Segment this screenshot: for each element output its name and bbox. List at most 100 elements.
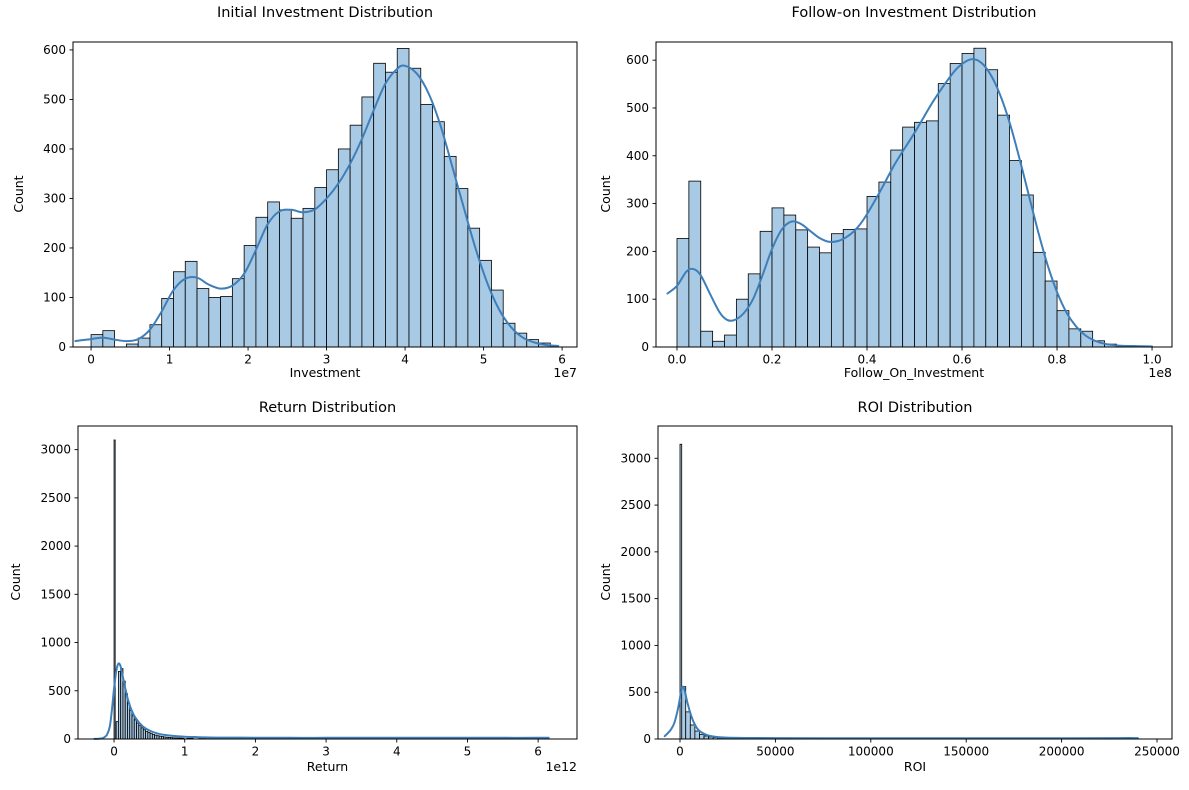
y-tick-label: 200 xyxy=(43,241,66,255)
histogram-bar xyxy=(925,120,939,348)
histogram-bar xyxy=(795,229,809,348)
y-tick-label: 0 xyxy=(58,340,66,354)
y-tick-label: 0 xyxy=(63,732,71,746)
y-tick-label: 1500 xyxy=(40,587,71,601)
x-tick-label: 2 xyxy=(244,353,252,367)
kde-curve xyxy=(666,58,1153,348)
histogram-bar xyxy=(137,337,151,348)
histogram-bar xyxy=(807,246,820,348)
histogram-bar xyxy=(385,71,398,348)
histogram-bar xyxy=(783,214,797,348)
histogram-bar xyxy=(231,278,245,348)
y-tick-label: 2500 xyxy=(40,491,71,505)
y-tick-label: 3000 xyxy=(620,451,651,465)
x-tick-label: 100000 xyxy=(848,745,894,759)
histogram-bar xyxy=(914,121,927,348)
histogram-bar xyxy=(1056,310,1070,348)
x-tick-label: 0.8 xyxy=(1047,353,1066,367)
x-tick-label: 2 xyxy=(252,745,260,759)
histogram-bar xyxy=(700,330,714,348)
y-tick-label: 0 xyxy=(641,340,649,354)
kde-curve xyxy=(663,685,1139,740)
histogram-bar xyxy=(314,187,327,348)
y-tick-label: 300 xyxy=(43,191,66,205)
histogram-bar xyxy=(937,83,951,348)
histogram-bar xyxy=(842,228,856,348)
histogram-bar xyxy=(90,334,104,348)
kde-curve xyxy=(93,662,550,740)
x-tick-label: 6 xyxy=(534,745,542,759)
y-tick-label: 2000 xyxy=(40,539,71,553)
x-tick-label: 6 xyxy=(558,353,566,367)
subplot-roi-plot: 0 50000 100000 150000 200000 250000 0 500 1000 15… xyxy=(620,425,1180,759)
histogram-bar xyxy=(220,296,233,348)
x-tick-label: 0.6 xyxy=(952,353,971,367)
subplot-follow-on-axis-offset: 1e8 xyxy=(1148,365,1172,380)
histogram-bar xyxy=(302,207,316,348)
x-tick-label: 0.2 xyxy=(762,353,781,367)
histogram-bar xyxy=(689,724,696,740)
y-tick-label: 600 xyxy=(626,53,649,67)
histogram-bar xyxy=(396,48,410,348)
x-tick-label: 1 xyxy=(181,745,189,759)
x-tick-label: 4 xyxy=(393,745,401,759)
histogram-bar xyxy=(973,47,987,348)
y-tick-label: 600 xyxy=(43,43,66,57)
histogram-bar xyxy=(688,180,702,348)
histogram-bar xyxy=(902,126,915,348)
histogram-bar xyxy=(961,53,975,348)
y-tick-label: 500 xyxy=(43,92,66,106)
x-tick-label: 250000 xyxy=(1134,745,1180,759)
histogram-bar xyxy=(866,196,880,348)
histogram-bar xyxy=(1009,160,1022,348)
y-tick-label: 3000 xyxy=(40,443,71,457)
x-tick-label: 0.4 xyxy=(857,353,876,367)
x-tick-label: 150000 xyxy=(943,745,989,759)
x-tick-label: 200000 xyxy=(1039,745,1085,759)
histogram-bar xyxy=(830,233,844,348)
histogram-bar xyxy=(854,228,868,348)
histogram-bar xyxy=(408,67,422,348)
histogram-bar xyxy=(1021,194,1034,348)
histogram-bar xyxy=(985,69,999,348)
subplot-roi-title: ROI Distribution xyxy=(857,400,973,416)
histogram-bar xyxy=(724,334,737,348)
y-tick-label: 400 xyxy=(43,142,66,156)
kde-curve xyxy=(74,64,560,347)
x-tick-label: 5 xyxy=(464,745,472,759)
histogram-bar xyxy=(676,238,690,348)
x-tick-label: 0 xyxy=(87,353,95,367)
histogram-bar xyxy=(1044,280,1058,348)
y-tick-label: 0 xyxy=(643,732,651,746)
x-tick-label: 3 xyxy=(323,353,331,367)
subplot-follow-on-title: Follow-on Investment Distribution xyxy=(791,5,1037,21)
axes-spines xyxy=(655,41,1173,348)
x-tick-label: 50000 xyxy=(756,745,794,759)
y-tick-label: 200 xyxy=(626,244,649,258)
histogram-bar xyxy=(502,322,516,348)
histogram-bar xyxy=(735,298,749,348)
subplot-initial-investment-title: Initial Investment Distribution xyxy=(216,5,434,21)
histogram-bar xyxy=(432,121,445,348)
histogram-bar xyxy=(759,230,773,348)
x-tick-label: 0 xyxy=(676,745,684,759)
y-tick-label: 300 xyxy=(626,197,649,211)
y-tick-label: 500 xyxy=(626,101,649,115)
histogram-bar xyxy=(161,298,174,348)
histogram-bar xyxy=(267,201,280,348)
subplot-return-xlabel: Return xyxy=(306,759,349,774)
histogram-bar xyxy=(290,217,304,348)
histogram-bar xyxy=(1032,251,1046,348)
subplot-return-plot: 0 1 2 3 4 5 6 0 500 1000 1500 2000 2500 3000 xyxy=(40,425,578,759)
axes-spines xyxy=(77,425,578,740)
y-tick-label: 400 xyxy=(626,149,649,163)
axes-spines xyxy=(72,41,578,348)
subplot-initial-investment-plot: 0 1 2 3 4 5 6 0 100 200 300 400 500 600 xyxy=(43,41,578,367)
y-tick-label: 100 xyxy=(43,290,66,304)
subplot-return-title: Return Distribution xyxy=(258,400,397,416)
histogram-bar xyxy=(279,209,292,348)
histogram-bar xyxy=(184,260,198,348)
y-tick-label: 1500 xyxy=(620,592,651,606)
x-tick-label: 3 xyxy=(322,745,330,759)
